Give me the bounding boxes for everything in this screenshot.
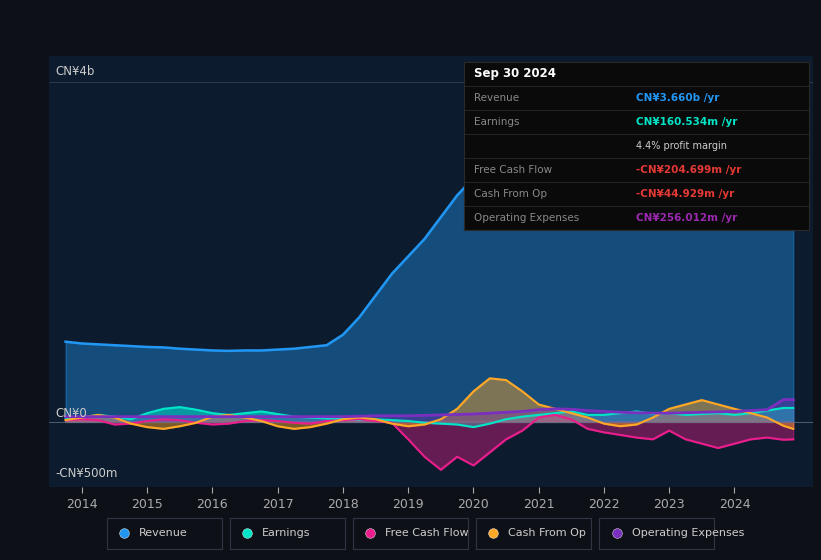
- Text: 4.4% profit margin: 4.4% profit margin: [636, 141, 727, 151]
- Text: CN¥4b: CN¥4b: [56, 65, 95, 78]
- Text: CN¥3.660b /yr: CN¥3.660b /yr: [636, 92, 720, 102]
- Text: CN¥160.534m /yr: CN¥160.534m /yr: [636, 116, 737, 127]
- Text: -CN¥500m: -CN¥500m: [56, 467, 118, 480]
- Text: Cash From Op: Cash From Op: [508, 529, 586, 538]
- Text: Earnings: Earnings: [262, 529, 310, 538]
- Text: Free Cash Flow: Free Cash Flow: [385, 529, 469, 538]
- Text: Revenue: Revenue: [475, 92, 520, 102]
- Text: Operating Expenses: Operating Expenses: [475, 213, 580, 223]
- Text: CN¥0: CN¥0: [56, 407, 88, 420]
- Text: Revenue: Revenue: [139, 529, 188, 538]
- Text: Cash From Op: Cash From Op: [475, 189, 548, 199]
- Text: Earnings: Earnings: [475, 116, 520, 127]
- Text: Sep 30 2024: Sep 30 2024: [475, 67, 556, 80]
- Text: CN¥256.012m /yr: CN¥256.012m /yr: [636, 213, 737, 223]
- Text: Operating Expenses: Operating Expenses: [631, 529, 744, 538]
- Text: -CN¥44.929m /yr: -CN¥44.929m /yr: [636, 189, 735, 199]
- Text: Free Cash Flow: Free Cash Flow: [475, 165, 553, 175]
- Text: -CN¥204.699m /yr: -CN¥204.699m /yr: [636, 165, 741, 175]
